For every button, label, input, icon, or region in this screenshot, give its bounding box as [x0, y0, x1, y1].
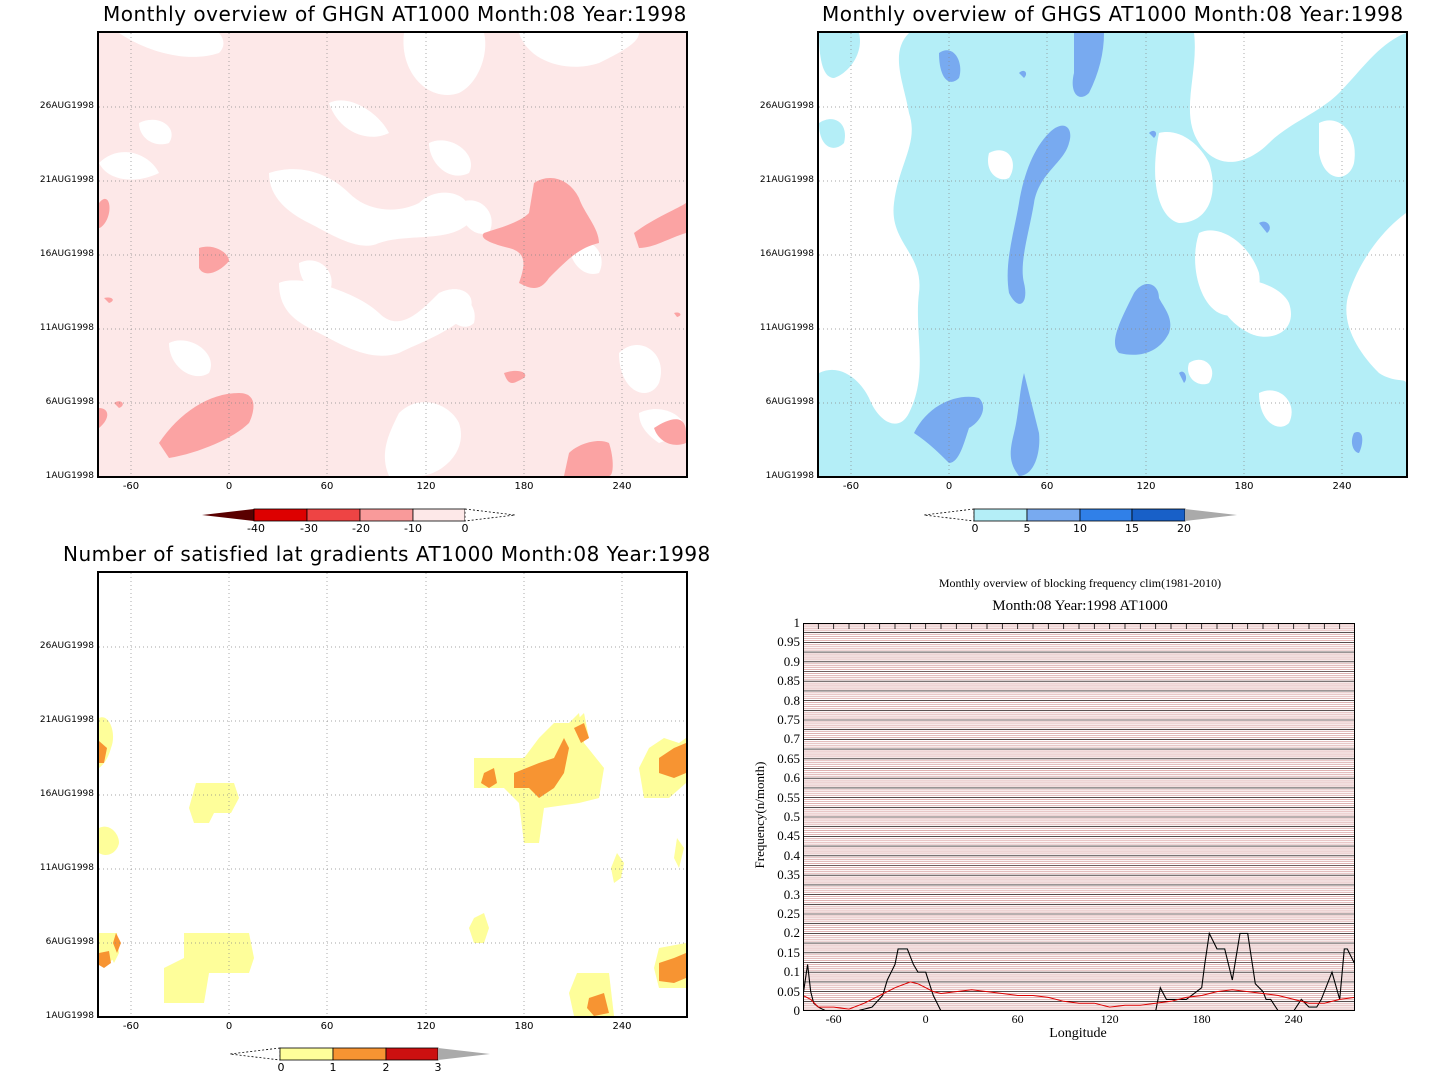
x-tick-label: 60	[320, 481, 334, 492]
y-tick-label: 6AUG1998	[45, 397, 94, 407]
x-tick-label: 0	[945, 481, 953, 492]
x-tick-label: -60	[122, 1021, 140, 1032]
y-tick-label: 1AUG1998	[45, 1011, 94, 1021]
x-tick-label: 240	[1332, 481, 1352, 492]
x-tick-label: 60	[1040, 481, 1054, 492]
freq-y-tick-label: 0.95	[777, 634, 800, 650]
freq-y-tick-label: 0.65	[777, 750, 800, 766]
freq-y-tick-label: 0.7	[783, 731, 800, 747]
y-tick-label: 21AUG1998	[39, 175, 94, 185]
y-tick-label: 26AUG1998	[759, 101, 814, 111]
y-tick-label: 11AUG1998	[39, 863, 94, 873]
colorbar-label: 10	[1073, 522, 1087, 535]
y-tick-label: 1AUG1998	[45, 471, 94, 481]
colorbar-label: 15	[1125, 522, 1139, 535]
ghgn-title: Monthly overview of GHGN AT1000 Month:08…	[103, 2, 687, 26]
y-tick-label: 11AUG1998	[39, 323, 94, 333]
colorbar-label: 1	[329, 1061, 337, 1074]
y-tick-label: 11AUG1998	[759, 323, 814, 333]
freq-y-tick-label: 0.3	[783, 886, 800, 902]
freq-y-tick-label: 0.15	[777, 944, 800, 960]
freq-plot-area	[803, 623, 1355, 1011]
freq-y-tick-label: 0.85	[777, 673, 800, 689]
colorbar-label: 3	[434, 1061, 442, 1074]
freq-y-tick-label: 0.55	[777, 789, 800, 805]
y-tick-label: 1AUG1998	[765, 471, 814, 481]
colorbar-label: -30	[300, 522, 318, 535]
freq-y-tick-label: 0.5	[783, 809, 800, 824]
freq-y-tick-label: 0.8	[783, 692, 800, 708]
freq-x-tick-label: 240	[1284, 1012, 1303, 1026]
x-tick-label: 120	[1136, 481, 1156, 492]
x-tick-label: 180	[514, 481, 534, 492]
x-tick-label: 60	[320, 1021, 334, 1032]
colorbar-label: -10	[404, 522, 422, 535]
freq-y-tick-label: 0.35	[777, 867, 800, 883]
freq-xlabel: Longitude	[1049, 1026, 1107, 1041]
colorbar-label: -40	[247, 522, 265, 535]
ghgs-title: Monthly overview of GHGS AT1000 Month:08…	[822, 2, 1404, 26]
x-tick-label: -60	[122, 481, 140, 492]
x-tick-label: 120	[416, 481, 436, 492]
colorbar-label: -20	[352, 522, 370, 535]
freq-y-tick-label: 0.05	[777, 983, 800, 999]
freq-x-tick-label: -60	[825, 1012, 842, 1026]
freq-y-tick-label: 0.4	[783, 847, 800, 863]
x-tick-label: -60	[842, 481, 860, 492]
freq-y-tick-label: 0.9	[783, 653, 800, 669]
freq-x-tick-label: 0	[922, 1012, 929, 1026]
y-tick-label: 21AUG1998	[759, 175, 814, 185]
colorbar-label: 5	[1023, 522, 1031, 535]
y-tick-label: 16AUG1998	[39, 789, 94, 799]
y-tick-label: 21AUG1998	[39, 715, 94, 725]
freq-x-tick-label: 120	[1100, 1012, 1119, 1026]
colorbar-label: 20	[1177, 522, 1191, 535]
y-tick-label: 16AUG1998	[39, 249, 94, 259]
colorbar-label: 2	[382, 1061, 390, 1074]
nsat-contour-map	[99, 573, 686, 1016]
x-tick-label: 240	[612, 1021, 632, 1032]
ghgs-contour-map	[819, 33, 1406, 476]
nsat-colorbar-swatches	[229, 1047, 490, 1061]
ghgn-contour-map	[99, 33, 686, 476]
freq-y-tick-label: 0.1	[783, 964, 800, 980]
freq-frame	[803, 623, 1355, 1011]
freq-y-tick-label: 1	[793, 615, 801, 630]
nsat-title: Number of satisfied lat gradients AT1000…	[63, 542, 711, 566]
ghgn-colorbar-swatches	[202, 508, 516, 522]
x-tick-label: 0	[225, 1021, 233, 1032]
freq-x-tick-label: 60	[1011, 1012, 1024, 1026]
freq-y-tick-label: 0.6	[783, 770, 800, 786]
y-tick-label: 6AUG1998	[765, 397, 814, 407]
x-tick-label: 180	[514, 1021, 534, 1032]
y-tick-label: 16AUG1998	[759, 249, 814, 259]
x-tick-label: 240	[612, 481, 632, 492]
freq-x-tick-label: 180	[1192, 1012, 1211, 1026]
freq-series-line-1	[803, 981, 1355, 1010]
colorbar-label: 0	[461, 522, 469, 535]
y-tick-label: 26AUG1998	[39, 101, 94, 111]
colorbar-label: 0	[277, 1061, 285, 1074]
freq-y-tick-label: 0	[793, 1003, 801, 1018]
ghgs-colorbar-swatches	[923, 508, 1237, 522]
y-tick-label: 6AUG1998	[45, 937, 94, 947]
freq-y-tick-label: 0.2	[783, 925, 800, 941]
freq-series-line-0	[803, 931, 1355, 1011]
freq-y-tick-label: 0.45	[777, 828, 800, 844]
ghgn-colorbar: -40 -30 -20 -10 0	[200, 507, 520, 535]
ghgn-plot-area	[97, 31, 688, 478]
x-tick-label: 180	[1234, 481, 1254, 492]
nsat-colorbar: 0 1 2 3	[228, 1046, 498, 1074]
x-tick-label: 0	[225, 481, 233, 492]
freq-title: Month:08 Year:1998 AT1000	[992, 598, 1168, 614]
colorbar-label: 0	[971, 522, 979, 535]
freq-y-tick-label: 0.75	[777, 712, 800, 727]
freq-suptitle: Monthly overview of blocking frequency c…	[938, 576, 1222, 590]
freq-y-tick-label: 0.25	[777, 906, 800, 921]
y-tick-label: 26AUG1998	[39, 641, 94, 651]
ghgs-plot-area	[817, 31, 1408, 478]
ghgs-colorbar: 0 5 10 15 20	[922, 507, 1242, 535]
nsat-plot-area	[97, 571, 688, 1018]
x-tick-label: 120	[416, 1021, 436, 1032]
